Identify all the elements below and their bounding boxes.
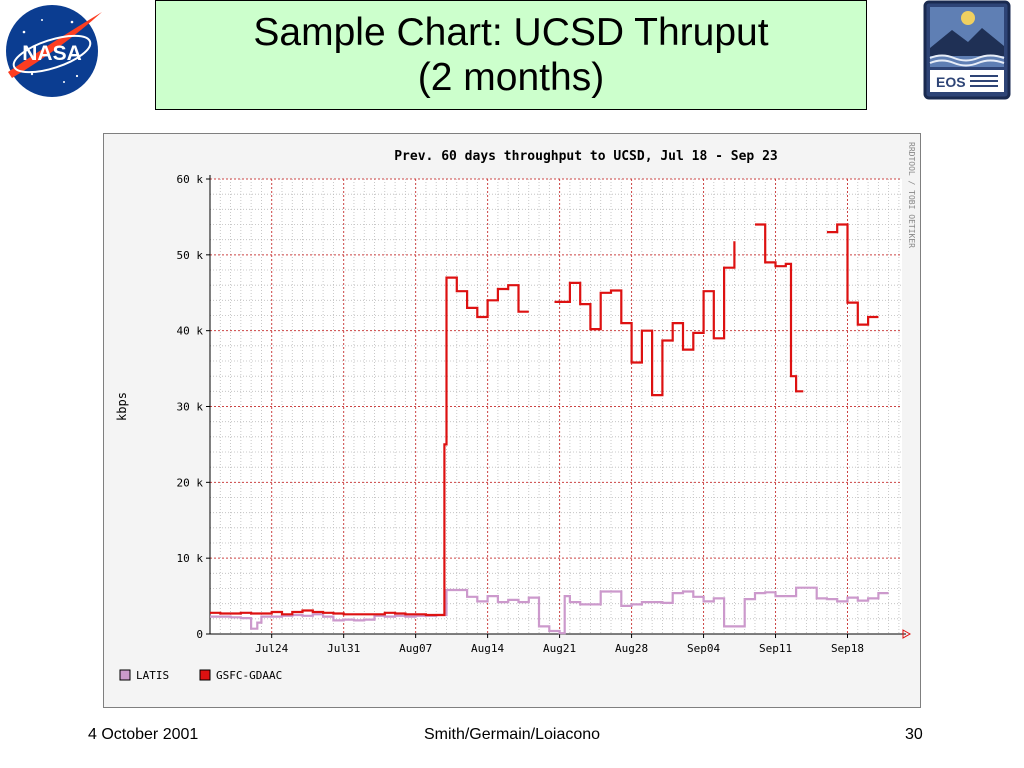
eos-logo: EOS (922, 0, 1014, 100)
x-tick-label: Aug28 (615, 642, 648, 655)
chart-svg: 0 10 k 20 k 30 k 40 k 50 k 60 k Jul24 Jul31 Aug07… (115, 142, 916, 682)
series-line-latis (210, 586, 889, 635)
eos-logo-text: EOS (936, 74, 966, 90)
nasa-logo: NASA (2, 2, 106, 100)
legend-label: LATIS (136, 669, 169, 682)
y-axis-label: kbps (115, 392, 129, 421)
x-tick-label: Aug21 (543, 642, 576, 655)
throughput-chart: 0 10 k 20 k 30 k 40 k 50 k 60 k Jul24 Jul31 Aug07… (103, 133, 921, 708)
rrdtool-credit: RRDTOOL / TOBI OETIKER (907, 142, 916, 248)
slide-title: Sample Chart: UCSD Thruput (2 months) (155, 0, 867, 110)
x-tick-label: Aug14 (471, 642, 504, 655)
series-line-gsfc-gdaac (210, 223, 879, 617)
x-tick-label: Sep04 (687, 642, 720, 655)
x-tick-label: Sep11 (759, 642, 792, 655)
legend-swatch (199, 669, 211, 681)
footer-date: 4 October 2001 (88, 726, 199, 743)
x-axis-arrow (902, 629, 912, 639)
slide-title-line2: (2 months) (417, 56, 605, 99)
y-tick-label: 10 k (177, 552, 204, 565)
legend-swatch (119, 669, 131, 681)
y-tick-label: 30 k (177, 401, 204, 414)
footer-authors: Smith/Germain/Loiacono (423, 726, 601, 743)
x-tick-label: Aug07 (399, 642, 432, 655)
chart-title: Prev. 60 days throughput to UCSD, Jul 18… (394, 149, 778, 164)
y-tick-label: 0 (196, 628, 203, 641)
y-tick-label: 20 k (177, 476, 204, 489)
y-tick-label: 40 k (177, 325, 204, 338)
x-tick-label: Jul31 (327, 642, 360, 655)
y-tick-label: 50 k (177, 249, 204, 262)
y-tick-label: 60 k (177, 173, 204, 186)
svg-text:NASA: NASA (22, 42, 82, 65)
legend-label: GSFC-GDAAC (216, 669, 282, 682)
footer-page-number: 30 (905, 726, 923, 743)
x-tick-label: Sep18 (831, 642, 864, 655)
slide-title-line1: Sample Chart: UCSD Thruput (253, 11, 769, 54)
x-tick-label: Jul24 (255, 642, 288, 655)
